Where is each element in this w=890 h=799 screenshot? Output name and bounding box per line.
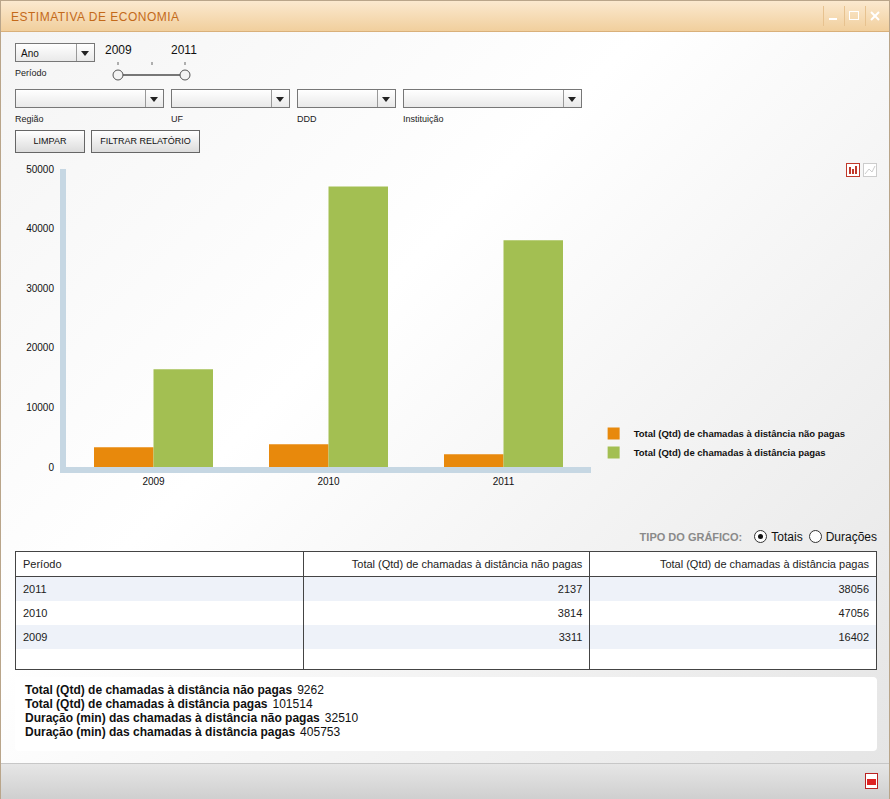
- html-text:3814: 3814: [557, 607, 583, 619]
- html-text:2011: 2011: [171, 43, 197, 57]
- html-text:Total (Qtd) de chamadas à dist: Total (Qtd) de chamadas à distância não …: [351, 558, 583, 570]
- html-text:47056: 47056: [838, 607, 869, 619]
- svg-text:Total (Qtd) de chamadas à dist: Total (Qtd) de chamadas à distância paga…: [634, 447, 826, 458]
- html-text:Período: Período: [15, 68, 47, 78]
- html-text:Total (Qtd) de chamadas à dist: Total (Qtd) de chamadas à distância não …: [25, 683, 324, 697]
- html-text:16402: 16402: [838, 631, 869, 643]
- html-text:Ano: Ano: [21, 48, 39, 59]
- html-text:2137: 2137: [557, 583, 583, 595]
- svg-text:2009: 2009: [142, 476, 165, 487]
- svg-text:10000: 10000: [26, 402, 54, 413]
- svg-text:20000: 20000: [26, 342, 54, 353]
- html-text:2011: 2011: [23, 583, 47, 595]
- html-text:2009: 2009: [23, 631, 48, 643]
- html-text:Instituição: Instituição: [403, 114, 444, 124]
- html-text:Período: Período: [23, 558, 62, 570]
- html-text:Durações: Durações: [825, 530, 877, 544]
- html-text:TIPO DO GRÁFICO:: TIPO DO GRÁFICO:: [639, 531, 743, 543]
- html-text:2010: 2010: [23, 607, 48, 619]
- svg-text:40000: 40000: [26, 223, 54, 234]
- svg-text:Total (Qtd) de chamadas à dist: Total (Qtd) de chamadas à distância não …: [634, 428, 846, 439]
- html-text:38056: 38056: [838, 583, 869, 595]
- html-text:2009: 2009: [105, 43, 132, 57]
- html-text:Totais: Totais: [771, 530, 803, 544]
- html-text:Região: Região: [15, 114, 44, 124]
- svg-text:2010: 2010: [317, 476, 340, 487]
- svg-text:30000: 30000: [26, 283, 54, 294]
- html-text:Total (Qtd) de chamadas à dist: Total (Qtd) de chamadas à distância paga…: [659, 558, 869, 570]
- html-text:Total (Qtd) de chamadas à dist: Total (Qtd) de chamadas à distância paga…: [25, 697, 313, 711]
- svg-text:2011: 2011: [493, 476, 515, 487]
- svg-text:0: 0: [48, 462, 54, 473]
- svg-text:50000: 50000: [26, 164, 54, 175]
- html-text:3311: 3311: [558, 631, 583, 643]
- html-text:ESTIMATIVA DE ECONOMIA: ESTIMATIVA DE ECONOMIA: [11, 10, 180, 24]
- html-text:Duração (min) das chamadas à d: Duração (min) das chamadas à distância n…: [25, 711, 359, 725]
- html-text:DDD: DDD: [297, 114, 317, 124]
- html-text:FILTRAR RELATÓRIO: FILTRAR RELATÓRIO: [100, 136, 191, 146]
- html-text:Duração (min) das chamadas à d: Duração (min) das chamadas à distância p…: [25, 725, 341, 739]
- html-text:LIMPAR: LIMPAR: [33, 136, 67, 146]
- html-text:UF: UF: [171, 114, 183, 124]
